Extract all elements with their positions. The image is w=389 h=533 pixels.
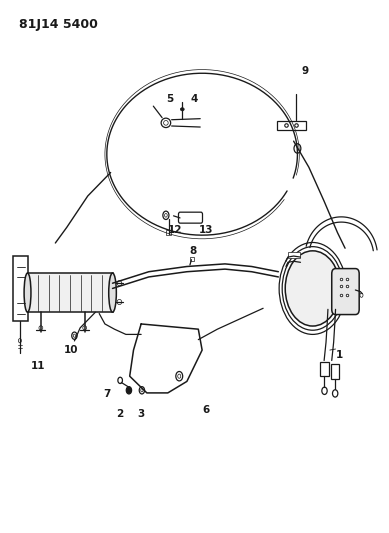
Text: 81J14 5400: 81J14 5400 — [19, 19, 98, 31]
Text: 9: 9 — [301, 66, 308, 76]
Ellipse shape — [139, 386, 145, 394]
Text: 2: 2 — [117, 409, 124, 419]
Bar — [166, 230, 171, 235]
Ellipse shape — [83, 326, 87, 330]
Bar — [13, 256, 28, 321]
Bar — [287, 252, 300, 258]
Ellipse shape — [164, 120, 168, 125]
Text: 8: 8 — [189, 246, 196, 256]
Text: 6: 6 — [202, 405, 210, 415]
Ellipse shape — [72, 332, 77, 340]
Ellipse shape — [126, 386, 131, 394]
Text: 5: 5 — [166, 94, 173, 104]
Text: 4: 4 — [191, 94, 198, 104]
Bar — [28, 273, 112, 312]
Ellipse shape — [24, 273, 31, 312]
Ellipse shape — [294, 144, 301, 153]
Ellipse shape — [18, 338, 21, 343]
Text: 12: 12 — [168, 225, 183, 235]
Ellipse shape — [180, 108, 184, 111]
Bar — [320, 361, 329, 376]
Ellipse shape — [333, 390, 338, 397]
Ellipse shape — [322, 387, 327, 394]
Text: 11: 11 — [31, 361, 46, 371]
Text: 13: 13 — [199, 225, 213, 235]
Ellipse shape — [178, 374, 181, 378]
Ellipse shape — [285, 251, 340, 326]
Ellipse shape — [109, 273, 116, 312]
Ellipse shape — [176, 372, 183, 381]
Text: 7: 7 — [103, 390, 110, 399]
Text: 10: 10 — [63, 345, 78, 355]
Bar — [190, 257, 194, 261]
Ellipse shape — [360, 293, 363, 297]
Ellipse shape — [165, 214, 167, 217]
FancyBboxPatch shape — [332, 269, 359, 314]
Ellipse shape — [141, 389, 143, 392]
Ellipse shape — [161, 118, 171, 127]
Ellipse shape — [163, 211, 169, 220]
Text: 1: 1 — [336, 350, 343, 360]
Bar — [331, 364, 339, 379]
Ellipse shape — [39, 326, 43, 330]
Ellipse shape — [117, 300, 122, 305]
Bar — [277, 121, 306, 130]
FancyBboxPatch shape — [179, 212, 203, 223]
Text: 3: 3 — [137, 409, 145, 419]
Ellipse shape — [73, 334, 75, 337]
Ellipse shape — [118, 377, 123, 384]
Ellipse shape — [117, 280, 122, 286]
